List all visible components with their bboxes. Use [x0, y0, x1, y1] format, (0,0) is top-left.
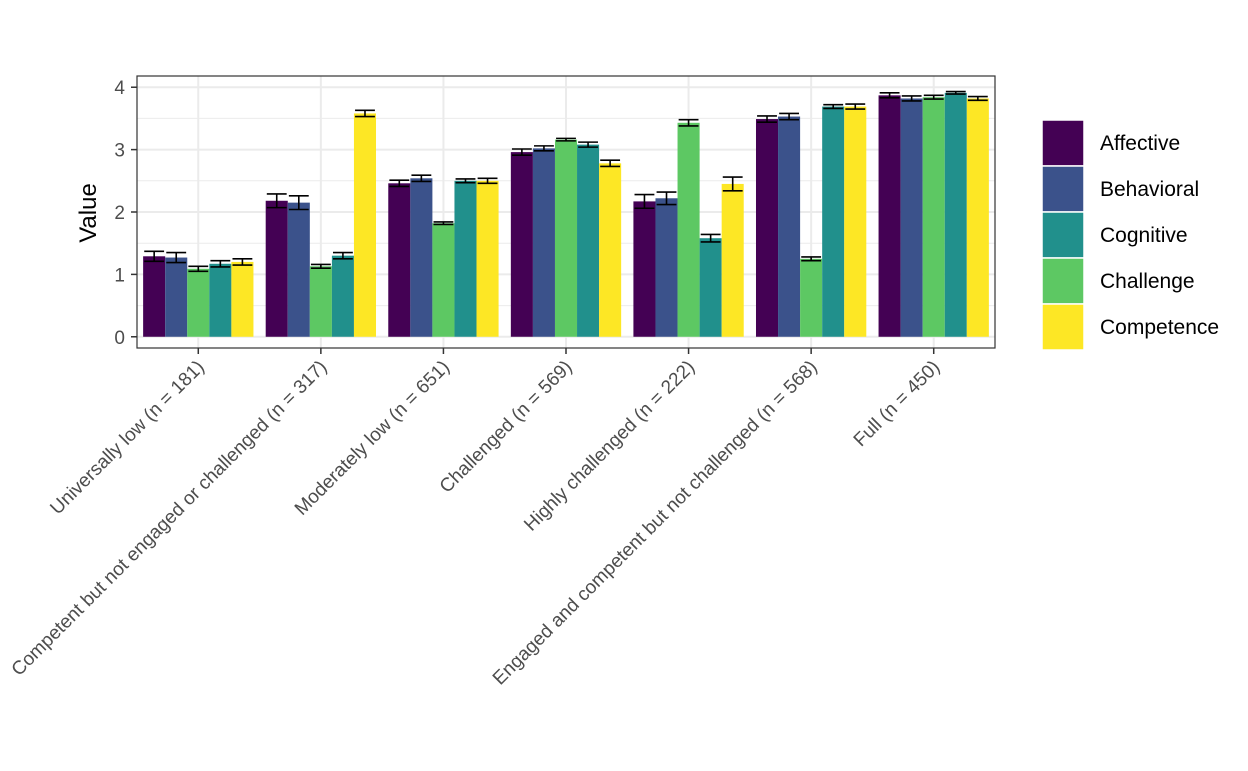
bar-challenge	[677, 122, 700, 337]
error-bar-competence	[355, 109, 375, 118]
bar-cognitive	[699, 238, 722, 337]
error-bar-affective	[634, 193, 655, 210]
bar-competence	[353, 113, 377, 337]
bar-affective	[265, 200, 288, 337]
bar-behavioral	[410, 178, 433, 337]
legend-swatch	[1041, 119, 1085, 167]
bar-behavioral	[778, 116, 801, 337]
bar-behavioral	[287, 202, 310, 337]
legend-swatch	[1041, 211, 1085, 259]
legend-swatch	[1041, 165, 1085, 213]
bar-competence	[599, 163, 622, 337]
bar-challenge	[922, 97, 945, 337]
legend-label: Behavioral	[1100, 178, 1199, 201]
error-bar-cognitive	[332, 251, 353, 260]
error-bar-challenge	[678, 118, 699, 127]
bar-challenge	[309, 266, 332, 337]
error-bar-challenge	[433, 221, 454, 226]
error-bar-challenge	[556, 137, 576, 142]
error-bar-challenge	[310, 263, 331, 269]
error-bar-behavioral	[656, 191, 677, 206]
error-bar-competence	[600, 159, 621, 168]
legend-label: Affective	[1100, 132, 1180, 155]
x-tick-label: Challenged (n = 569)	[436, 357, 577, 498]
bar-affective	[510, 152, 533, 337]
y-tick-label: 1	[114, 265, 125, 286]
error-bar-behavioral	[288, 194, 309, 211]
y-tick-label: 4	[114, 78, 125, 99]
y-axis-title: Value	[75, 183, 102, 243]
error-bar-behavioral	[411, 174, 432, 183]
bar-cognitive	[454, 180, 477, 337]
bar-affective	[633, 201, 656, 337]
bar-behavioral	[532, 148, 555, 337]
bar-affective	[755, 119, 779, 337]
legend-swatch	[1041, 303, 1085, 351]
error-bar-cognitive	[823, 103, 844, 110]
bar-challenge	[554, 139, 578, 337]
error-bar-challenge	[188, 265, 209, 273]
bar-cognitive	[944, 92, 967, 337]
error-bar-challenge	[923, 94, 944, 100]
bar-challenge	[800, 258, 823, 337]
error-bar-cognitive	[945, 90, 966, 95]
legend-swatch	[1041, 257, 1085, 305]
error-bar-behavioral	[779, 112, 800, 121]
y-tick-label: 2	[114, 203, 125, 224]
bar-cognitive	[209, 263, 232, 337]
bar-competence	[476, 180, 499, 337]
bar-competence	[844, 106, 867, 337]
error-bar-affective	[879, 92, 900, 99]
error-bar-affective	[757, 115, 777, 123]
bar-competence	[231, 261, 254, 337]
error-bar-cognitive	[578, 141, 598, 148]
legend-item-affective: Affective	[1041, 119, 1180, 167]
error-bar-cognitive	[700, 233, 721, 243]
bar-competence	[721, 183, 744, 337]
error-bar-affective	[144, 250, 165, 263]
error-bar-competence	[232, 257, 253, 266]
error-bar-competence	[722, 176, 743, 192]
error-bar-cognitive	[455, 178, 476, 184]
error-bar-affective	[511, 148, 532, 157]
bar-behavioral	[655, 198, 678, 337]
bar-affective	[388, 183, 411, 337]
legend-item-behavioral: Behavioral	[1041, 165, 1199, 213]
error-bar-cognitive	[210, 259, 231, 268]
bar-cognitive	[577, 144, 600, 337]
error-bar-behavioral	[534, 145, 554, 152]
bar-affective	[878, 95, 901, 337]
y-tick-label: 0	[114, 328, 125, 349]
error-bar-affective	[266, 193, 287, 209]
legend-label: Cognitive	[1100, 224, 1188, 247]
y-tick-label: 3	[114, 141, 125, 162]
bar-challenge	[187, 268, 210, 337]
legend-item-challenge: Challenge	[1041, 257, 1195, 305]
error-bar-behavioral	[901, 95, 922, 102]
bar-challenge	[432, 223, 455, 337]
error-bars	[144, 90, 988, 273]
legend-label: Challenge	[1100, 270, 1195, 293]
bar-behavioral	[165, 257, 188, 337]
legend-item-competence: Competence	[1041, 303, 1219, 351]
bar-competence	[966, 98, 989, 337]
error-bar-competence	[967, 95, 988, 102]
bar-cognitive	[331, 255, 354, 337]
error-bar-challenge	[801, 256, 822, 262]
legend: Affective Behavioral Cognitive Challenge Com…	[1041, 119, 1219, 351]
legend-label: Competence	[1100, 316, 1219, 339]
error-bar-behavioral	[166, 251, 187, 264]
legend-item-cognitive: Cognitive	[1041, 211, 1188, 259]
error-bar-competence	[477, 177, 498, 185]
bars	[143, 92, 989, 337]
bar-behavioral	[900, 98, 923, 337]
error-bar-affective	[389, 179, 410, 188]
x-tick-label: Full (n = 450)	[850, 357, 944, 451]
bar-affective	[143, 256, 166, 337]
error-bar-competence	[845, 103, 866, 110]
bar-cognitive	[822, 106, 845, 337]
